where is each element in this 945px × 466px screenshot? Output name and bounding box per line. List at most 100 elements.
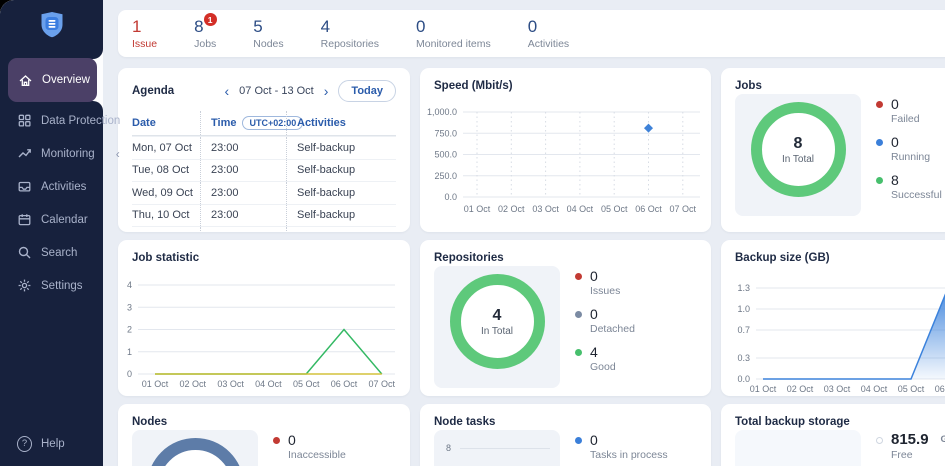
svg-text:05 Oct: 05 Oct — [293, 379, 320, 389]
total-backup-storage-card: Total backup storage 815.9 GB Free — [721, 404, 945, 466]
speed-card: Speed (Mbit/s) 0.0250.0500.0750.01,000.0… — [420, 68, 711, 232]
sidebar-item-search[interactable]: Search — [0, 236, 103, 269]
legend-item-detached: 0 Detached — [575, 306, 635, 335]
stat-value: 0 — [528, 17, 537, 37]
sidebar-item-monitoring[interactable]: Monitoring ‹ — [0, 137, 103, 170]
stat-label: Nodes — [253, 38, 283, 50]
free-dot — [876, 437, 883, 444]
svg-text:1.3: 1.3 — [737, 283, 750, 293]
svg-text:02 Oct: 02 Oct — [180, 379, 207, 389]
jobs-donut-panel: 8 In Total — [735, 94, 861, 216]
stat-monitored-items[interactable]: 0 Monitored items — [416, 17, 491, 50]
agenda-row: Wed, 09 Oct 23:00 Self-backup — [132, 181, 396, 204]
svg-text:01 Oct: 01 Oct — [142, 379, 169, 389]
stat-value: 0 — [416, 17, 425, 37]
legend-item-free: 815.9 GB Free — [876, 432, 945, 461]
next-week-button[interactable]: › — [322, 84, 331, 98]
stat-nodes[interactable]: 5 Nodes — [253, 17, 283, 50]
y-tick: 8 — [446, 443, 451, 453]
svg-text:06 Oct: 06 Oct — [935, 384, 945, 394]
tasks-dot — [575, 437, 582, 444]
svg-text:0.7: 0.7 — [737, 325, 750, 335]
sidebar-item-label: Data Protection — [41, 115, 120, 127]
stat-label: Jobs — [194, 38, 216, 50]
donut-total: 4 — [493, 307, 502, 325]
legend-item-good: 4 Good — [575, 344, 635, 373]
agenda-table: Date Time UTC+02:00 Activities Mon, 07 O… — [132, 111, 396, 232]
svg-text:02 Oct: 02 Oct — [498, 204, 525, 214]
legend-item-failed: 0 Failed — [876, 96, 942, 125]
svg-text:1.0: 1.0 — [737, 304, 750, 314]
card-title: Backup size (GB) — [721, 240, 945, 264]
speed-chart: 0.0250.0500.0750.01,000.001 Oct02 Oct03 … — [420, 102, 710, 228]
sidebar-item-help[interactable]: ? Help — [0, 427, 103, 460]
card-title: Speed (Mbit/s) — [420, 68, 711, 92]
svg-text:0.3: 0.3 — [737, 353, 750, 363]
donut-total: 8 — [794, 135, 803, 153]
svg-text:01 Oct: 01 Oct — [464, 204, 491, 214]
sidebar-item-activities[interactable]: Activities — [0, 170, 103, 203]
stat-repositories[interactable]: 4 Repositories — [321, 17, 379, 50]
node-tasks-card: Node tasks 8 0 Tasks in process — [420, 404, 711, 466]
main-area: 1 Issue 8 1 Jobs 5 Nodes 4 Repositories — [103, 0, 945, 466]
repositories-donut-panel: 4 In Total — [434, 266, 560, 388]
issues-dot — [575, 273, 582, 280]
agenda-row: Thu, 10 Oct 23:00 Self-backup — [132, 204, 396, 227]
prev-week-button[interactable]: ‹ — [222, 84, 231, 98]
sidebar-item-overview[interactable]: Overview — [0, 58, 103, 102]
legend-item-inaccessible: 0 Inaccessible — [273, 432, 346, 461]
repositories-legend: 0 Issues 0 Detached 4 Good — [575, 266, 635, 388]
jobs-legend: 0 Failed 0 Running 8 Successful — [876, 94, 942, 216]
gear-icon — [17, 278, 32, 293]
sidebar-nav: Overview Data Protection — [0, 58, 103, 302]
column-header-time: Time UTC+02:00 — [200, 111, 286, 135]
agenda-row: Mon, 07 Oct 23:00 Self-backup — [132, 136, 396, 159]
alert-badge: 1 — [204, 13, 217, 26]
sidebar: Overview Data Protection — [0, 0, 103, 466]
repositories-card: Repositories 4 In Total 0 Issues — [420, 240, 711, 396]
svg-text:05 Oct: 05 Oct — [601, 204, 628, 214]
sidebar-item-calendar[interactable]: Calendar — [0, 203, 103, 236]
card-title: Nodes — [132, 416, 396, 428]
svg-text:07 Oct: 07 Oct — [670, 204, 697, 214]
sidebar-item-settings[interactable]: Settings — [0, 269, 103, 302]
svg-text:750.0: 750.0 — [434, 128, 457, 138]
storage-legend: 815.9 GB Free — [876, 430, 945, 466]
stat-value: 8 1 — [194, 17, 203, 37]
node-tasks-legend: 0 Tasks in process — [575, 430, 668, 466]
sidebar-item-label: Search — [41, 247, 77, 259]
agenda-row: Fri, 11 Oct 23:00 Self-backup — [132, 226, 396, 232]
svg-text:07 Oct: 07 Oct — [369, 379, 396, 389]
stat-value: 4 — [321, 17, 330, 37]
card-title: Job statistic — [118, 240, 410, 264]
sidebar-item-label: Calendar — [41, 214, 88, 226]
today-button[interactable]: Today — [338, 80, 396, 102]
agenda-header-row: Date Time UTC+02:00 Activities — [132, 111, 396, 136]
agenda-card: Agenda ‹ 07 Oct - 13 Oct › Today Date — [118, 68, 410, 232]
stats-bar: 1 Issue 8 1 Jobs 5 Nodes 4 Repositories — [118, 10, 945, 57]
gridline — [460, 448, 550, 449]
stat-activities[interactable]: 0 Activities — [528, 17, 569, 50]
inaccessible-dot — [273, 437, 280, 444]
legend-item-issues: 0 Issues — [575, 268, 635, 297]
app-logo[interactable] — [0, 0, 103, 56]
stat-issues[interactable]: 1 Issue — [132, 17, 157, 50]
svg-text:05 Oct: 05 Oct — [898, 384, 925, 394]
donut-total-label: In Total — [481, 326, 513, 337]
date-range: 07 Oct - 13 Oct — [239, 85, 314, 97]
active-pill: Overview — [8, 58, 97, 102]
node-tasks-chart-panel: 8 — [434, 430, 560, 466]
column-header-date: Date — [132, 117, 200, 129]
stat-label: Monitored items — [416, 38, 491, 50]
legend-item-successful: 8 Successful — [876, 172, 942, 201]
sidebar-item-data-protection[interactable]: Data Protection — [0, 104, 103, 137]
svg-text:06 Oct: 06 Oct — [331, 379, 358, 389]
stat-jobs[interactable]: 8 1 Jobs — [194, 17, 216, 50]
svg-text:1,000.0: 1,000.0 — [427, 107, 457, 117]
nodes-legend: 0 Inaccessible — [273, 430, 346, 466]
donut-total-label: In Total — [782, 154, 814, 165]
svg-text:3: 3 — [127, 302, 132, 312]
grid-icon — [17, 113, 32, 128]
chevron-left-icon[interactable]: ‹ — [116, 147, 120, 161]
svg-text:2: 2 — [127, 325, 132, 335]
